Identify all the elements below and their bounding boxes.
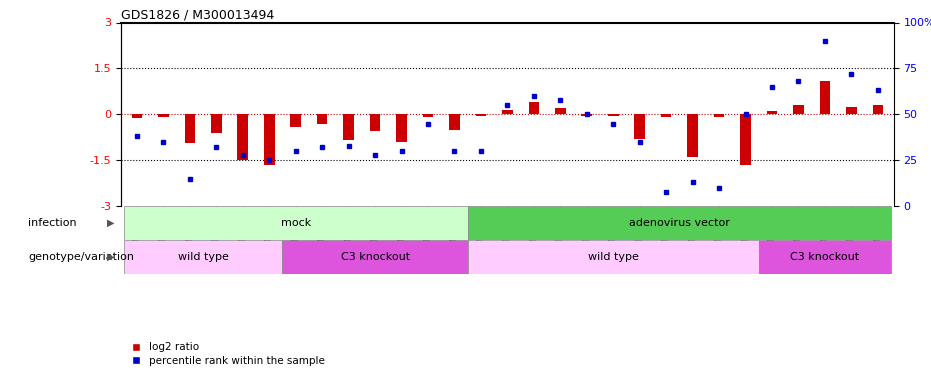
- Bar: [397, 114, 407, 142]
- Text: ▶: ▶: [107, 218, 115, 228]
- Bar: [370, 114, 381, 131]
- Text: genotype/variation: genotype/variation: [28, 252, 134, 262]
- Bar: [582, 114, 592, 116]
- Bar: [344, 114, 354, 140]
- Text: GDS1826 / M300013494: GDS1826 / M300013494: [121, 8, 275, 21]
- Bar: [158, 114, 169, 117]
- Bar: [263, 114, 275, 165]
- Text: mock: mock: [280, 218, 311, 228]
- Text: adenovirus vector: adenovirus vector: [629, 218, 730, 228]
- Text: wild type: wild type: [587, 252, 639, 262]
- Bar: [467, 240, 759, 274]
- Bar: [661, 114, 671, 117]
- Bar: [502, 110, 513, 114]
- Bar: [634, 114, 645, 139]
- Bar: [184, 114, 196, 144]
- Bar: [767, 111, 777, 114]
- Text: infection: infection: [28, 218, 76, 228]
- Bar: [687, 114, 698, 157]
- Bar: [290, 114, 301, 127]
- Text: ▶: ▶: [107, 252, 115, 262]
- Bar: [608, 114, 618, 116]
- Bar: [124, 240, 282, 274]
- Bar: [131, 114, 142, 118]
- Text: C3 knockout: C3 knockout: [341, 252, 410, 262]
- Bar: [846, 107, 857, 114]
- Bar: [467, 206, 891, 240]
- Bar: [872, 105, 884, 114]
- Bar: [317, 114, 328, 124]
- Text: C3 knockout: C3 knockout: [790, 252, 859, 262]
- Text: wild type: wild type: [178, 252, 228, 262]
- Bar: [476, 114, 486, 116]
- Bar: [714, 114, 724, 117]
- Bar: [819, 81, 830, 114]
- Bar: [793, 105, 803, 114]
- Bar: [759, 240, 891, 274]
- Bar: [449, 114, 460, 130]
- Bar: [237, 114, 248, 160]
- Bar: [124, 206, 467, 240]
- Bar: [529, 102, 539, 114]
- Bar: [282, 240, 467, 274]
- Bar: [740, 114, 751, 165]
- Bar: [423, 114, 433, 117]
- Bar: [211, 114, 222, 133]
- Bar: [555, 108, 566, 114]
- Legend: log2 ratio, percentile rank within the sample: log2 ratio, percentile rank within the s…: [127, 338, 330, 370]
